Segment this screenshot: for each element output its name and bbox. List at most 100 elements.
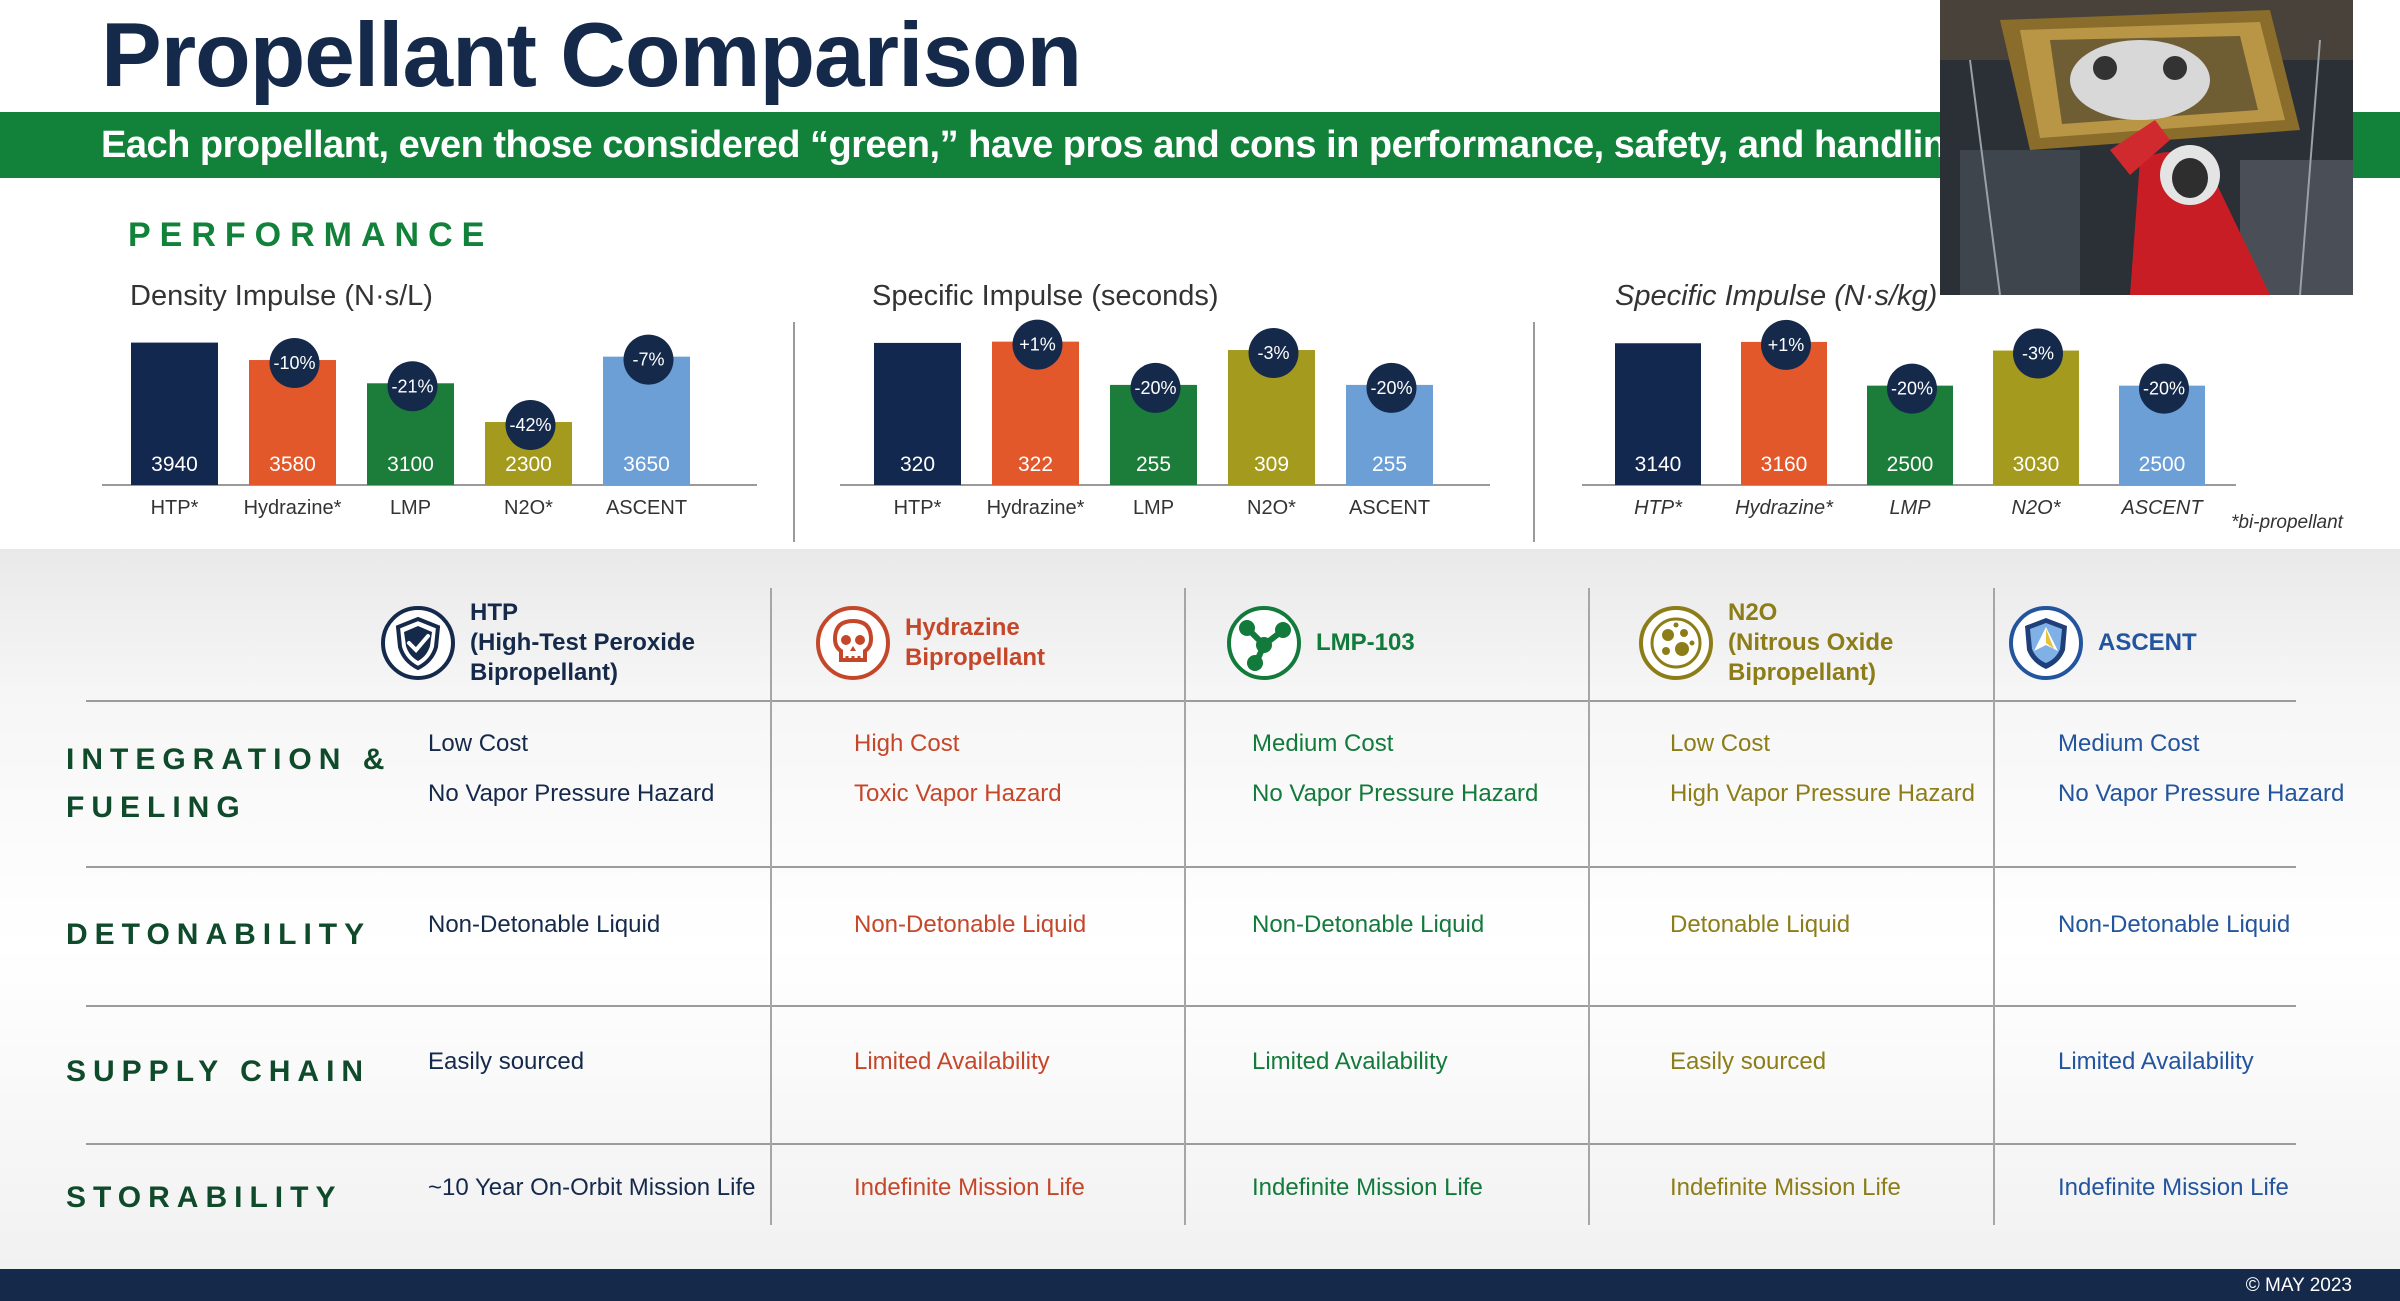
table-cell: Indefinite Mission Life <box>2058 1174 2289 1201</box>
x-tick-label: LMP <box>1133 497 1174 519</box>
percent-badge <box>387 361 438 412</box>
percent-badge <box>505 400 556 451</box>
propellant-header: HTP (High-Test Peroxide Bipropellant) <box>380 588 695 698</box>
percent-badge-label: +1% <box>1019 335 1056 355</box>
bar-value-label: 322 <box>1018 453 1053 476</box>
skull-icon <box>815 605 891 681</box>
percent-badge <box>1887 363 1937 414</box>
propellant-name: HTP (High-Test Peroxide Bipropellant) <box>470 599 695 686</box>
table-cell: Easily sourced <box>428 1048 585 1075</box>
bar-value-label: 3940 <box>151 453 198 476</box>
table-cell: Toxic Vapor Hazard <box>854 780 1062 807</box>
bar-value-label: 309 <box>1254 453 1289 476</box>
propellant-header: ASCENT <box>2008 588 2197 698</box>
percent-badge-label: -7% <box>632 350 664 370</box>
propellant-name: LMP-103 <box>1316 629 1415 656</box>
x-tick-label: N2O* <box>1247 497 1296 519</box>
percent-badge-label: -20% <box>2143 379 2185 399</box>
x-tick-label: HTP* <box>151 497 199 519</box>
percent-badge-label: -20% <box>1134 378 1176 398</box>
bar-value-label: 3100 <box>387 453 434 476</box>
propellant-header: LMP-103 <box>1226 588 1415 698</box>
table-cell: No Vapor Pressure Hazard <box>428 780 715 807</box>
table-cell: No Vapor Pressure Hazard <box>1252 780 1539 807</box>
x-tick-label: Hydrazine* <box>1735 497 1834 519</box>
table-cell: ~10 Year On-Orbit Mission Life <box>428 1174 756 1201</box>
x-tick-label: N2O* <box>504 497 553 519</box>
table-cell: High Vapor Pressure Hazard <box>1670 780 1976 807</box>
row-divider <box>86 1143 2296 1145</box>
table-cell: Limited Availability <box>854 1048 1050 1075</box>
propellant-header: Hydrazine Bipropellant <box>815 588 1045 698</box>
specific-impulse-nskg-chart: 3140 HTP* 3160 Hydrazine* +1% 2500 LMP -20% 3030… <box>1582 319 2236 519</box>
bar-value-label: 2500 <box>2139 453 2186 476</box>
chart-title-density: Density Impulse (N·s/L) <box>130 280 433 312</box>
percent-badge-label: -21% <box>391 376 433 396</box>
bar-value-label: 3030 <box>2013 453 2060 476</box>
footer-date: © MAY 2023 <box>2245 1275 2352 1296</box>
bar-value-label: 320 <box>900 453 935 476</box>
row-label: INTEGRATION & FUELING <box>66 743 392 824</box>
x-tick-label: ASCENT <box>1349 497 1430 519</box>
density-impulse-chart: 3940 HTP* 3580 Hydrazine* -10% 3100 LMP -21% 230… <box>102 334 757 519</box>
chart-title-isp-seconds: Specific Impulse (seconds) <box>872 280 1219 312</box>
x-tick-label: HTP* <box>1634 497 1683 519</box>
percent-badge <box>1248 328 1299 379</box>
bar-value-label: 3160 <box>1761 453 1808 476</box>
percent-badge <box>2013 328 2063 379</box>
row-divider <box>86 866 2296 868</box>
chart-divider <box>1533 322 1535 542</box>
x-tick-label: Hydrazine* <box>244 497 342 519</box>
propellant-header: N2O (Nitrous Oxide Bipropellant) <box>1638 588 1893 698</box>
row-divider <box>86 700 2296 702</box>
bar <box>874 342 961 485</box>
percent-badge <box>1761 319 1811 370</box>
chart-title-isp-nskg: Specific Impulse (N·s/kg) <box>1615 280 1938 312</box>
bar-value-label: 255 <box>1136 453 1171 476</box>
astronaut-photo <box>1940 0 2353 295</box>
table-cell: Low Cost <box>428 730 529 757</box>
percent-badge-label: -20% <box>1370 378 1412 398</box>
table-cell: Easily sourced <box>1670 1048 1827 1075</box>
row-label: STORABILITY <box>66 1181 343 1214</box>
table-cell: Non-Detonable Liquid <box>2058 911 2291 938</box>
bar-value-label: 3650 <box>623 453 670 476</box>
table-cell: Low Cost <box>1670 730 1771 757</box>
table-cell: Limited Availability <box>2058 1048 2254 1075</box>
bar-value-label: 255 <box>1372 453 1407 476</box>
table-cell: Medium Cost <box>2058 730 2200 757</box>
x-tick-label: Hydrazine* <box>987 497 1085 519</box>
percent-badge <box>1366 362 1417 413</box>
percent-badge <box>1130 362 1181 413</box>
bar-value-label: 2500 <box>1887 453 1934 476</box>
table-cell: Indefinite Mission Life <box>1670 1174 1901 1201</box>
bipropellant-footnote: *bi-propellant <box>2231 512 2343 533</box>
bar <box>1615 343 1701 485</box>
table-cell: Limited Availability <box>1252 1048 1448 1075</box>
propellant-name: ASCENT <box>2098 629 2197 656</box>
percent-badge <box>1012 319 1063 370</box>
shield-check-icon <box>380 605 456 681</box>
performance-heading: PERFORMANCE <box>128 216 494 254</box>
column-divider <box>770 588 772 1225</box>
table-cell: Non-Detonable Liquid <box>854 911 1087 938</box>
table-cell: No Vapor Pressure Hazard <box>2058 780 2345 807</box>
row-label: DETONABILITY <box>66 918 372 951</box>
bar-value-label: 3140 <box>1635 453 1682 476</box>
x-tick-label: LMP <box>1889 497 1931 519</box>
x-tick-label: HTP* <box>894 497 942 519</box>
page-title: Propellant Comparison <box>101 5 1082 106</box>
table-cell: High Cost <box>854 730 960 757</box>
molecule-icon <box>1226 605 1302 681</box>
chart-divider <box>793 322 795 542</box>
x-tick-label: ASCENT <box>2120 497 2204 519</box>
percent-badge-label: -42% <box>509 415 551 435</box>
footer-bar: © MAY 2023 <box>0 1269 2400 1301</box>
specific-impulse-seconds-chart: 320 HTP* 322 Hydrazine* +1% 255 LMP -20% 309 N2O*… <box>840 319 1490 519</box>
propellant-name: Hydrazine Bipropellant <box>905 614 1046 671</box>
percent-badge-label: -3% <box>1257 343 1289 363</box>
bubbles-icon <box>1638 605 1714 681</box>
x-tick-label: LMP <box>390 497 431 519</box>
bar-value-label: 3580 <box>269 453 316 476</box>
